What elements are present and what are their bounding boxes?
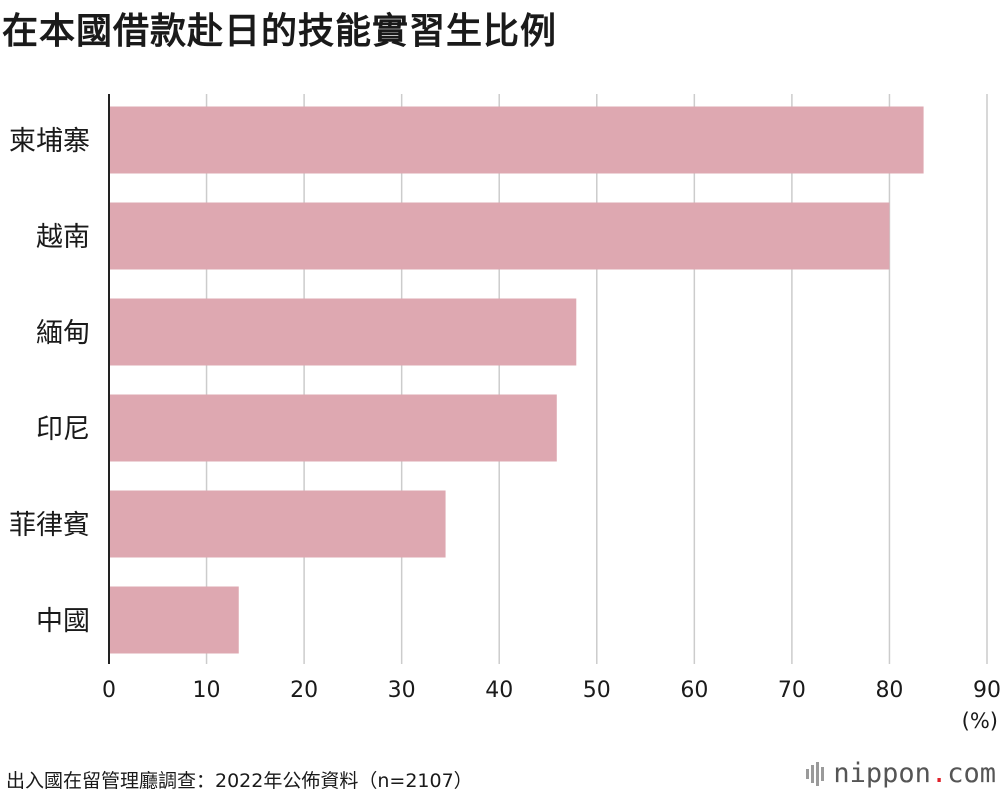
brand-dot: . [930,758,948,789]
nippon-logo-icon [806,761,825,786]
source-note: 出入國在留管理廳調查：2022年公佈資料（n=2107） [6,770,473,792]
x-tick-labels: 0 10 20 30 40 50 60 70 80 90 [102,678,1000,703]
x-tick-label: 50 [583,678,611,703]
gridlines [205,94,988,664]
bar [109,490,446,558]
x-tick-label: 10 [193,678,221,703]
brand-name-part1: nippon [833,758,931,789]
bar [109,106,924,174]
category-label: 柬埔寨 [9,126,90,157]
category-label: 菲律賓 [9,510,90,541]
x-axis-unit-label: (%) [962,709,998,733]
bars [109,106,924,654]
category-label: 緬甸 [36,318,90,349]
bar [109,202,890,270]
bar [109,394,557,462]
x-tick-label: 70 [778,678,806,703]
category-label: 印尼 [36,414,90,445]
x-tick-label: 90 [973,678,1000,703]
brand-name-part2: com [947,758,996,789]
x-tick-label: 0 [102,678,116,703]
category-label: 越南 [36,222,90,253]
x-tick-label: 40 [485,678,513,703]
brand-logo: nippon.com [805,758,996,789]
brand-wordmark: nippon.com [833,758,996,789]
bar [109,298,577,366]
x-tick-label: 30 [388,678,416,703]
x-tick-label: 20 [290,678,318,703]
x-tick-label: 60 [680,678,708,703]
category-label: 中國 [36,606,90,637]
page-title: 在本國借款赴日的技能實習生比例 [2,11,558,52]
bar [109,586,239,654]
x-tick-label: 80 [875,678,903,703]
